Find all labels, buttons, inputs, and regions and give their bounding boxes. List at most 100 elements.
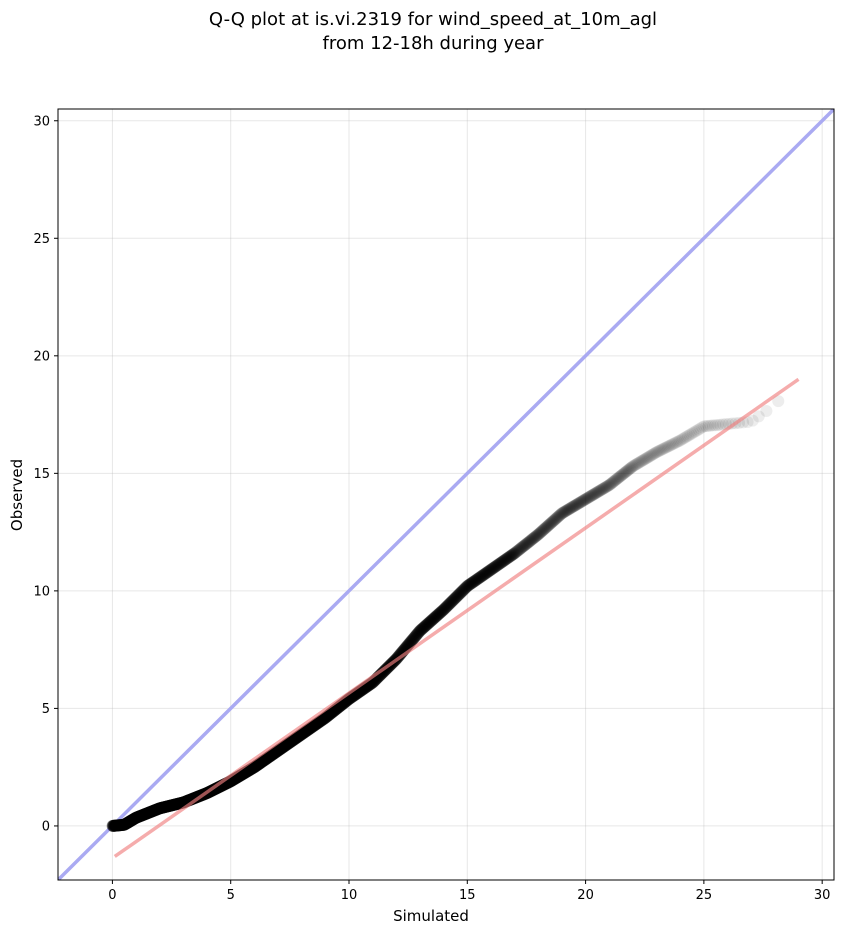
data-point — [257, 754, 270, 767]
data-point — [309, 718, 322, 731]
data-point — [307, 720, 320, 733]
data-point — [306, 720, 319, 733]
data-point — [270, 746, 283, 759]
data-point — [436, 604, 449, 617]
data-point — [113, 819, 126, 832]
data-point — [154, 802, 167, 815]
data-point — [317, 713, 330, 726]
data-point — [268, 747, 281, 760]
data-point — [253, 757, 266, 770]
data-point — [107, 819, 120, 832]
data-point — [134, 810, 147, 823]
data-point — [115, 819, 128, 832]
y-tick-label: 20 — [33, 349, 50, 364]
data-point — [255, 756, 268, 769]
data-point — [426, 613, 439, 626]
data-point — [174, 797, 187, 810]
data-point — [329, 703, 342, 716]
data-point — [248, 761, 261, 774]
data-point — [248, 761, 261, 774]
data-point — [153, 802, 166, 815]
data-point — [154, 802, 167, 815]
data-point — [251, 759, 264, 772]
data-point — [273, 743, 286, 756]
data-point — [408, 631, 421, 644]
data-point — [143, 806, 156, 819]
data-point — [448, 593, 461, 606]
data-point — [431, 609, 444, 622]
data-point — [171, 797, 184, 810]
data-point — [149, 803, 162, 816]
data-point — [289, 732, 302, 745]
data-point — [263, 750, 276, 763]
data-point — [117, 818, 130, 831]
data-point — [163, 799, 176, 812]
data-point — [421, 617, 434, 630]
data-point — [245, 762, 258, 775]
data-point — [262, 751, 275, 764]
data-point — [281, 738, 294, 751]
data-point — [147, 804, 160, 817]
data-point — [290, 731, 303, 744]
data-point — [304, 722, 317, 735]
y-axis-label: Observed — [8, 459, 26, 531]
data-point — [109, 819, 122, 832]
data-point — [118, 818, 131, 831]
data-point — [114, 819, 127, 832]
data-point — [264, 749, 277, 762]
data-point — [300, 724, 313, 737]
data-point — [430, 610, 443, 623]
data-point — [318, 712, 331, 725]
data-point — [245, 762, 258, 775]
data-point — [295, 728, 308, 741]
data-point — [310, 717, 323, 730]
data-point — [138, 808, 151, 821]
data-point — [424, 615, 437, 628]
data-point — [141, 807, 154, 820]
data-point — [152, 802, 165, 815]
data-point — [287, 733, 300, 746]
data-point — [323, 708, 336, 721]
data-point — [292, 730, 305, 743]
data-point — [462, 579, 475, 592]
data-point — [240, 765, 253, 778]
data-point — [454, 586, 467, 599]
data-point — [254, 756, 267, 769]
data-point — [133, 810, 146, 823]
data-point — [120, 817, 133, 830]
data-point — [255, 756, 268, 769]
data-point — [295, 728, 308, 741]
data-point — [269, 746, 282, 759]
data-point — [273, 743, 286, 756]
data-point — [302, 723, 315, 736]
data-point — [289, 732, 302, 745]
data-point — [122, 816, 135, 829]
data-point — [425, 614, 438, 627]
data-point — [449, 591, 462, 604]
data-point — [160, 800, 173, 813]
data-point — [312, 716, 325, 729]
data-point — [407, 633, 420, 646]
data-point — [265, 749, 278, 762]
data-point — [403, 637, 416, 650]
data-point — [428, 611, 441, 624]
data-point — [174, 797, 187, 810]
data-point — [263, 750, 276, 763]
data-point — [302, 723, 315, 736]
data-point — [160, 800, 173, 813]
data-point — [328, 704, 341, 717]
data-point — [431, 609, 444, 622]
data-point — [140, 807, 153, 820]
data-point — [417, 621, 430, 634]
data-point — [124, 814, 137, 827]
data-point — [106, 819, 119, 832]
data-point — [266, 748, 279, 761]
data-point — [171, 797, 184, 810]
data-point — [287, 734, 300, 747]
data-point — [451, 590, 464, 603]
data-point — [280, 738, 293, 751]
data-point — [433, 607, 446, 620]
data-point — [262, 751, 275, 764]
data-point — [310, 718, 323, 731]
data-point — [307, 720, 320, 733]
